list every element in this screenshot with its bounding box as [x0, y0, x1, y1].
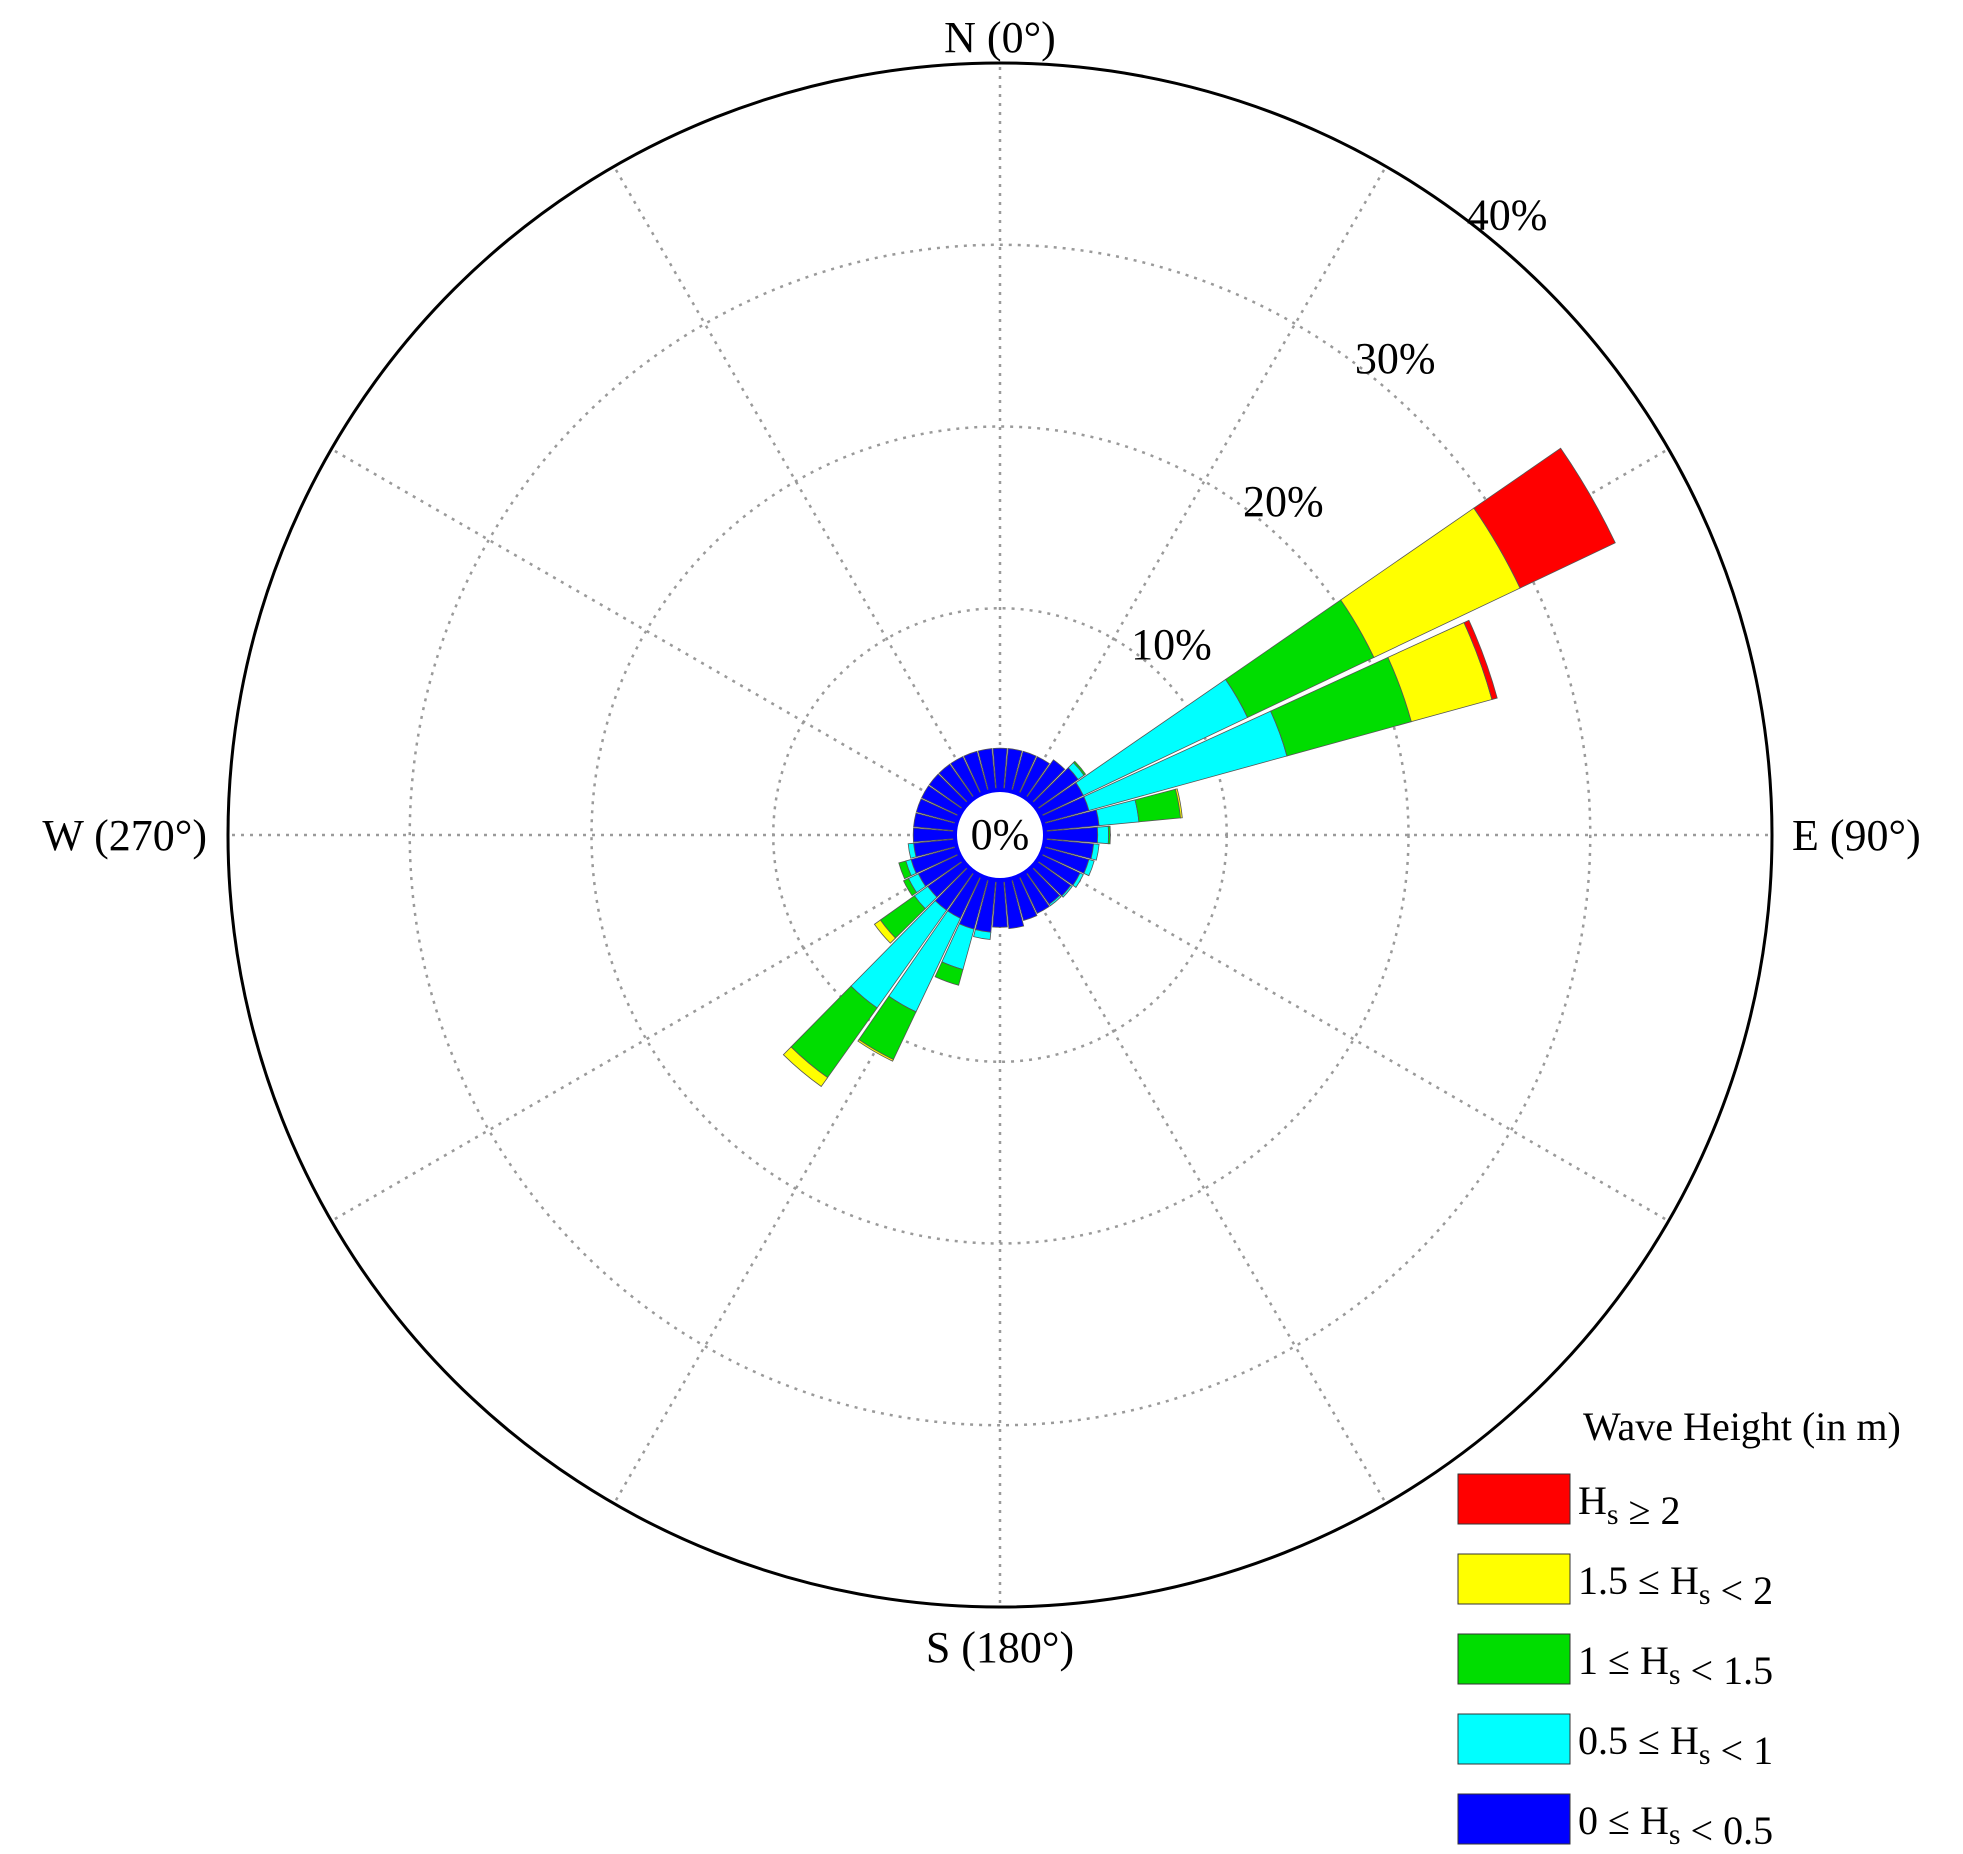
legend-label-part: H [1578, 1478, 1607, 1523]
legend-label-part: 0.5 ≤ H [1578, 1718, 1699, 1763]
legend-label-part: s [1607, 1498, 1619, 1531]
legend-label-part: 1.5 ≤ H [1578, 1558, 1699, 1603]
sector-220-bin-3 [782, 1046, 829, 1088]
sector-130-bin-1 [1061, 884, 1073, 898]
legend-label-part: 0 ≤ H [1578, 1798, 1669, 1843]
legend: Wave Height (in m) Hs ≥ 21.5 ≤ Hs < 21 ≤… [1457, 1404, 1901, 1853]
sector-100-bin-1 [1090, 843, 1100, 861]
legend-label-part: s [1669, 1658, 1681, 1691]
legend-label-part: < 0.5 [1681, 1808, 1774, 1849]
center-label: 0% [971, 810, 1030, 859]
legend-swatch-hs_ge_2 [1457, 1473, 1571, 1525]
sector-260-bin-1 [907, 842, 917, 859]
ring-label-40: 40% [1467, 191, 1548, 240]
grid-spoke-300 [330, 447, 1001, 837]
grid-spoke-330 [612, 165, 1002, 836]
legend-label-part: s [1699, 1578, 1711, 1611]
label-layer: N (0°) E (90°) S (180°) W (270°) 10% 20%… [42, 13, 1920, 1672]
legend-label-part: s [1669, 1818, 1681, 1849]
legend-swatch-hs_05_1 [1457, 1713, 1571, 1765]
sector-70-bin-4 [1463, 619, 1498, 700]
outer-circle [226, 61, 1774, 1609]
legend-label-hs_0_05: 0 ≤ Hs < 0.5 [1578, 1798, 1773, 1849]
sector-50-bin-2 [1072, 760, 1087, 776]
direction-label-north: N (0°) [944, 13, 1056, 62]
grid-spoke-30 [998, 165, 1388, 836]
legend-label-part: < 1 [1711, 1728, 1774, 1773]
sector-240-bin-2 [902, 877, 918, 897]
direction-label-east: E (90°) [1792, 811, 1921, 860]
legend-label-part: 1 ≤ H [1578, 1638, 1669, 1683]
ring-label-20: 20% [1243, 477, 1324, 526]
sector-80-bin-3 [1174, 788, 1183, 819]
sector-230-bin-3 [873, 919, 897, 944]
legend-swatch-hs_15_2 [1457, 1553, 1571, 1605]
legend-swatch-hs_1_15 [1457, 1633, 1571, 1685]
legend-label-hs_15_2: 1.5 ≤ Hs < 2 [1578, 1558, 1773, 1613]
sector-90-bin-2 [1107, 825, 1111, 845]
legend-label-part: < 1.5 [1681, 1648, 1774, 1693]
sector-layer [782, 447, 1616, 1088]
legend-label-part: ≥ 2 [1619, 1488, 1681, 1533]
center-circle [953, 788, 1047, 882]
legend-label-hs_05_1: 0.5 ≤ Hs < 1 [1578, 1718, 1773, 1773]
sector-110-bin-1 [1083, 859, 1095, 877]
sector-210-bin-3 [857, 1039, 894, 1062]
ring-label-10: 10% [1131, 620, 1212, 669]
direction-label-south: S (180°) [926, 1623, 1074, 1672]
sector-140-bin-1 [1048, 894, 1062, 907]
grid-spoke-120 [999, 833, 1670, 1223]
legend-label-hs_1_15: 1 ≤ Hs < 1.5 [1578, 1638, 1773, 1693]
direction-label-west: W (270°) [42, 811, 207, 860]
grid-ring-30 [408, 243, 1592, 1427]
grid-spoke-150 [998, 834, 1388, 1505]
center-layer [953, 788, 1047, 882]
grid-spoke-240 [330, 833, 1001, 1223]
sector-60-bin-4 [1473, 447, 1616, 589]
sector-90-bin-1 [1096, 825, 1110, 845]
legend-label-part: s [1699, 1738, 1711, 1771]
sector-200-bin-2 [934, 961, 964, 986]
legend-label-hs_ge_2: Hs ≥ 2 [1578, 1478, 1681, 1533]
sector-120-bin-1 [1072, 872, 1084, 888]
sector-250-bin-2 [898, 860, 912, 880]
legend-label-part: < 2 [1711, 1568, 1774, 1613]
sector-190-bin-1 [973, 929, 992, 940]
ring-label-30: 30% [1355, 334, 1436, 383]
legend-swatch-hs_0_05 [1457, 1793, 1571, 1845]
grid-ring-20 [590, 425, 1410, 1245]
legend-title: Wave Height (in m) [1583, 1404, 1901, 1449]
